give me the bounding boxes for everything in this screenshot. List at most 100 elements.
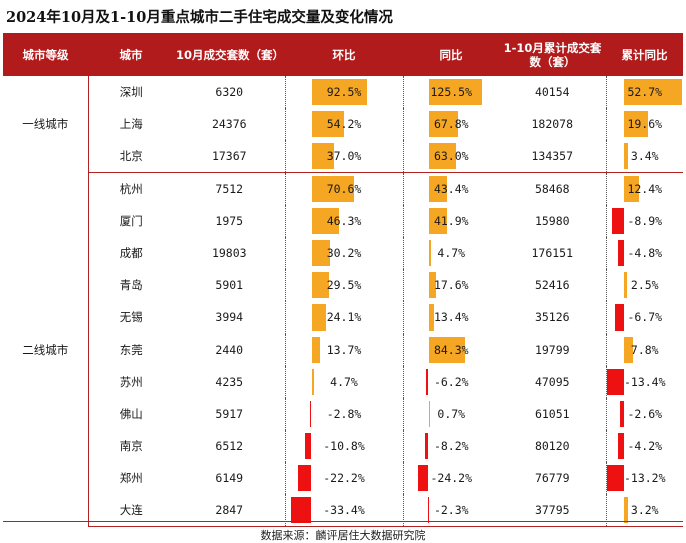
header-mom: 环比 xyxy=(332,47,356,62)
yoy-cell-bar xyxy=(428,239,431,267)
cum-yoy-cell-text: 2.5% xyxy=(630,278,659,293)
yoy-cell-bar xyxy=(428,143,456,170)
mom-cell-bar xyxy=(311,239,330,267)
yoy-cell: 4.7% xyxy=(402,236,499,270)
cum-volume-cell: 134357 xyxy=(499,140,606,174)
mom-cell: 13.7% xyxy=(284,333,403,366)
yoy-cell-bar-track xyxy=(404,111,500,138)
cum-yoy-cell-text: 52.7% xyxy=(627,85,663,100)
cum-volume-cell-text: 15980 xyxy=(534,213,570,228)
city-cell: 上海 xyxy=(88,108,174,140)
cum-yoy-cell-text: 3.4% xyxy=(630,149,659,164)
yoy-cell-bar-track xyxy=(404,304,500,331)
oct-volume-cell: 2440 xyxy=(174,334,285,366)
cum-yoy-cell: 7.8% xyxy=(605,333,683,366)
cum-volume-cell-text: 61051 xyxy=(534,406,570,421)
city-cell: 东莞 xyxy=(88,334,174,366)
yoy-cell-text: -8.2% xyxy=(433,439,469,454)
cum-yoy-cell-bar xyxy=(612,207,624,234)
cum-yoy-cell-bar xyxy=(623,79,682,106)
yoy-cell: 17.6% xyxy=(402,269,500,302)
mom-cell-bar-track xyxy=(286,368,403,395)
yoy-cell: 41.9% xyxy=(402,204,499,237)
table-row: 厦门 1975 46.3% 41.9% 15980 -8.9% xyxy=(3,204,683,237)
mom-cell: 37.0% xyxy=(284,140,403,174)
city-cell-text: 南京 xyxy=(119,439,143,454)
yoy-cell-text: -24.2% xyxy=(430,471,473,486)
city-cell: 深圳 xyxy=(88,76,174,108)
cum-volume-cell: 58468 xyxy=(499,173,606,205)
mom-cell: 4.7% xyxy=(284,365,403,398)
yoy-cell-text: 0.7% xyxy=(437,406,466,421)
table-row: 南京 6512 -10.8% -8.2% 80120 -4.2% xyxy=(3,430,683,463)
cum-volume-cell: 176151 xyxy=(499,237,606,269)
city-cell-text: 杭州 xyxy=(119,181,143,196)
cum-yoy-cell-text: -13.2% xyxy=(623,471,666,486)
oct-volume-cell-text: 5901 xyxy=(215,278,244,293)
mom-cell-text: -22.2% xyxy=(323,471,365,486)
mom-cell-bar xyxy=(311,143,334,170)
cum-yoy-cell: -4.2% xyxy=(605,430,683,463)
city-cell: 厦门 xyxy=(88,205,174,237)
yoy-cell-text: 67.8% xyxy=(433,117,469,132)
mom-cell-bar-track xyxy=(286,465,403,492)
cum-yoy-cell-text: 19.6% xyxy=(627,117,663,132)
yoy-cell-text: -6.2% xyxy=(433,374,469,389)
oct-volume-cell-text: 7512 xyxy=(215,181,244,196)
oct-volume-cell: 1975 xyxy=(174,205,285,237)
cum-yoy-cell-bar-track xyxy=(607,272,684,299)
oct-volume-cell-text: 5917 xyxy=(215,406,244,421)
cum-yoy-cell-text: -4.8% xyxy=(627,246,663,261)
cum-volume-cell-text: 52416 xyxy=(534,278,570,293)
tier-cell: 二线城市 xyxy=(3,172,89,527)
mom-cell-text: 30.2% xyxy=(326,246,362,261)
yoy-cell-text: 84.3% xyxy=(433,342,469,357)
cum-yoy-cell-text: -4.2% xyxy=(627,439,663,454)
city-cell-text: 厦门 xyxy=(119,213,143,228)
mom-cell-bar-track xyxy=(286,239,403,267)
table-row: 郑州 6149 -22.2% -24.2% 76779 -13.2% xyxy=(3,462,683,495)
mom-cell-bar-track xyxy=(286,143,403,170)
city-cell-text: 深圳 xyxy=(119,85,143,100)
header-row: 城市等级 城市 10月成交套数（套） 环比 同比 1-10月累计成交套数（套） … xyxy=(3,33,683,76)
cum-yoy-cell: 52.7% xyxy=(605,76,683,109)
table-row: 东莞 2440 13.7% 84.3% 19799 7.8% xyxy=(3,333,683,366)
city-cell-text: 无锡 xyxy=(119,310,143,325)
yoy-cell-bar xyxy=(428,304,435,331)
yoy-cell: 0.7% xyxy=(402,397,499,431)
table-body: 一线城市 深圳 6320 92.5% 125.5% 40154 52.7% 上海 24376 54… xyxy=(3,76,684,528)
city-cell: 南京 xyxy=(88,430,174,462)
oct-volume-cell-text: 6512 xyxy=(215,439,244,454)
mom-cell: -22.2% xyxy=(284,462,403,495)
yoy-cell-bar xyxy=(428,176,448,202)
oct-volume-cell-text: 3994 xyxy=(215,310,244,325)
cum-yoy-cell: -4.8% xyxy=(605,236,683,270)
yoy-cell: -24.2% xyxy=(402,462,499,495)
cum-yoy-cell-bar xyxy=(607,465,624,492)
yoy-cell-bar-track xyxy=(404,368,500,395)
yoy-cell-text: -2.3% xyxy=(433,503,469,518)
mom-cell: -10.8% xyxy=(284,430,403,463)
mom-cell-text: 4.7% xyxy=(330,374,358,389)
yoy-cell-bar xyxy=(424,433,429,460)
oct-volume-cell: 24376 xyxy=(174,108,285,140)
cum-yoy-cell: -6.7% xyxy=(605,301,683,334)
yoy-cell-bar xyxy=(428,207,447,234)
mom-cell-text: 70.6% xyxy=(326,181,362,196)
cum-volume-cell-text: 58468 xyxy=(534,181,570,196)
mom-cell-bar-track xyxy=(286,272,403,299)
mom-cell-bar xyxy=(291,497,312,524)
oct-volume-cell-text: 6320 xyxy=(215,85,244,100)
yoy-cell-bar-track xyxy=(404,272,500,299)
mom-cell-text: 54.2% xyxy=(326,117,362,132)
mom-cell-bar-track xyxy=(286,176,403,202)
mom-cell-bar xyxy=(305,433,312,460)
mom-cell-text: 24.1% xyxy=(326,310,362,325)
cum-yoy-cell-bar xyxy=(623,143,628,170)
yoy-cell: 84.3% xyxy=(402,333,499,366)
cum-yoy-cell-bar xyxy=(606,368,624,395)
mom-cell: -2.8% xyxy=(284,397,403,431)
table-row: 北京 17367 37.0% 63.0% 134357 3.4% xyxy=(3,140,683,174)
cum-yoy-cell: -8.9% xyxy=(605,204,683,237)
cum-yoy-cell-bar xyxy=(620,400,624,428)
